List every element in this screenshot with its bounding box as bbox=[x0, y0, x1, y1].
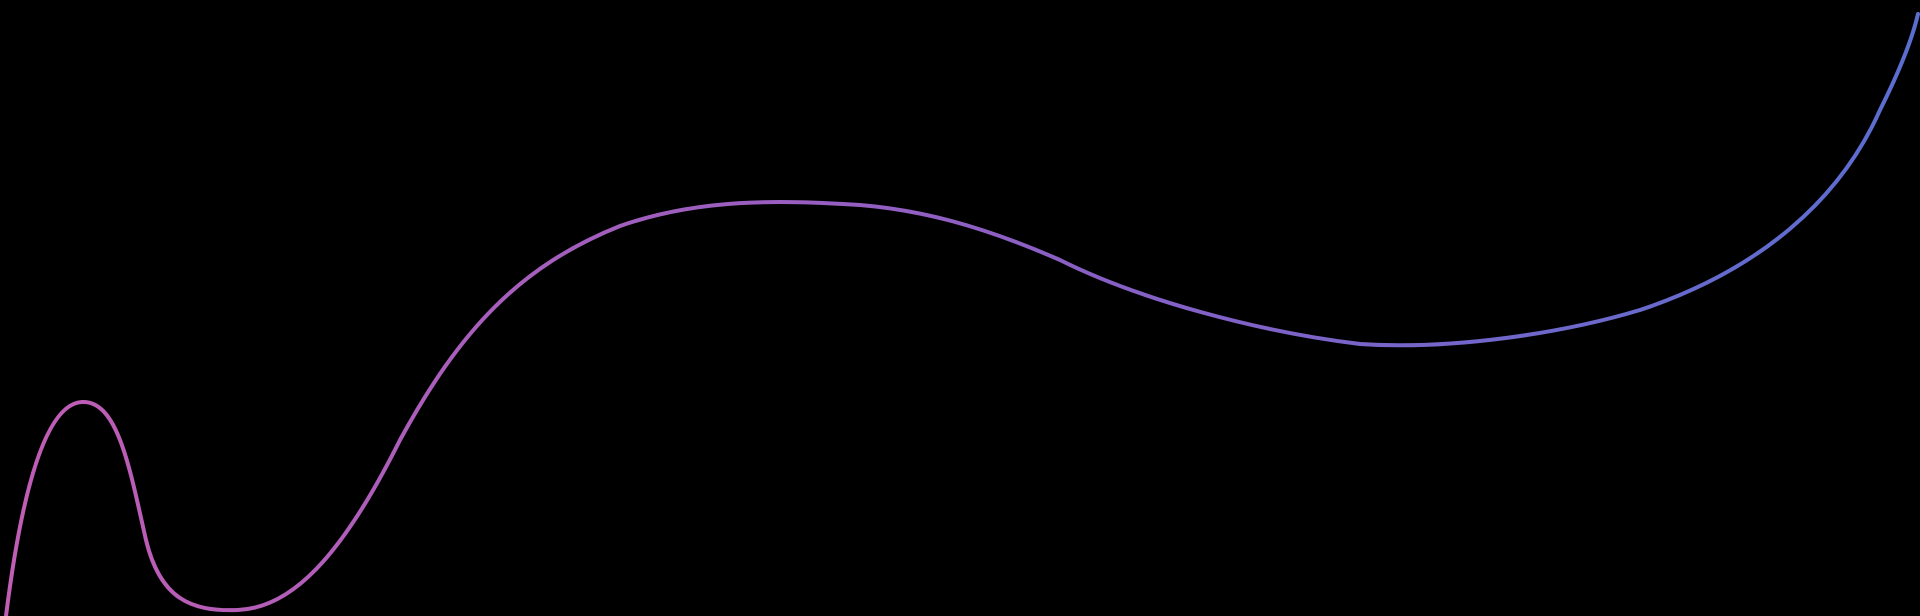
wave-line bbox=[4, 12, 1920, 616]
